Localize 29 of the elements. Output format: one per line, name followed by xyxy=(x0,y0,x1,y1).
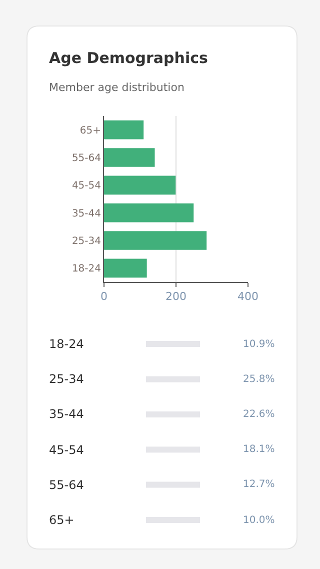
bar xyxy=(104,148,155,167)
data-label: 10.0% xyxy=(243,515,275,526)
data-label: 10.9% xyxy=(243,339,275,350)
chart-subtitle: Member age distribution xyxy=(49,81,184,94)
y-tick-label: 18-24 xyxy=(72,264,101,275)
category-label: 45-54 xyxy=(49,443,84,457)
bar xyxy=(104,120,144,140)
chart-title: Age Demographics xyxy=(49,49,208,67)
bar xyxy=(104,176,176,195)
category-label: 65+ xyxy=(49,513,74,527)
x-tick-label: 400 xyxy=(238,290,258,304)
data-label: 25.8% xyxy=(243,374,275,385)
x-tick-label: 200 xyxy=(166,290,186,304)
y-tick-label: 45-54 xyxy=(72,180,101,192)
category-label: 35-44 xyxy=(49,407,84,421)
data-label: 12.7% xyxy=(243,479,275,490)
y-tick-label: 35-44 xyxy=(72,208,101,220)
data-label: 22.6% xyxy=(243,409,275,420)
x-tick-label: 0 xyxy=(100,290,108,304)
category-label: 18-24 xyxy=(49,337,84,351)
y-tick-label: 25-34 xyxy=(72,236,101,247)
y-tick-label: 55-64 xyxy=(72,153,101,164)
data-label: 18.1% xyxy=(243,444,275,455)
bar xyxy=(104,231,207,250)
category-label: 25-34 xyxy=(49,372,84,386)
y-tick-label: 65+ xyxy=(80,125,101,136)
bar xyxy=(104,258,147,278)
bar xyxy=(104,203,194,222)
category-label: 55-64 xyxy=(49,478,84,492)
